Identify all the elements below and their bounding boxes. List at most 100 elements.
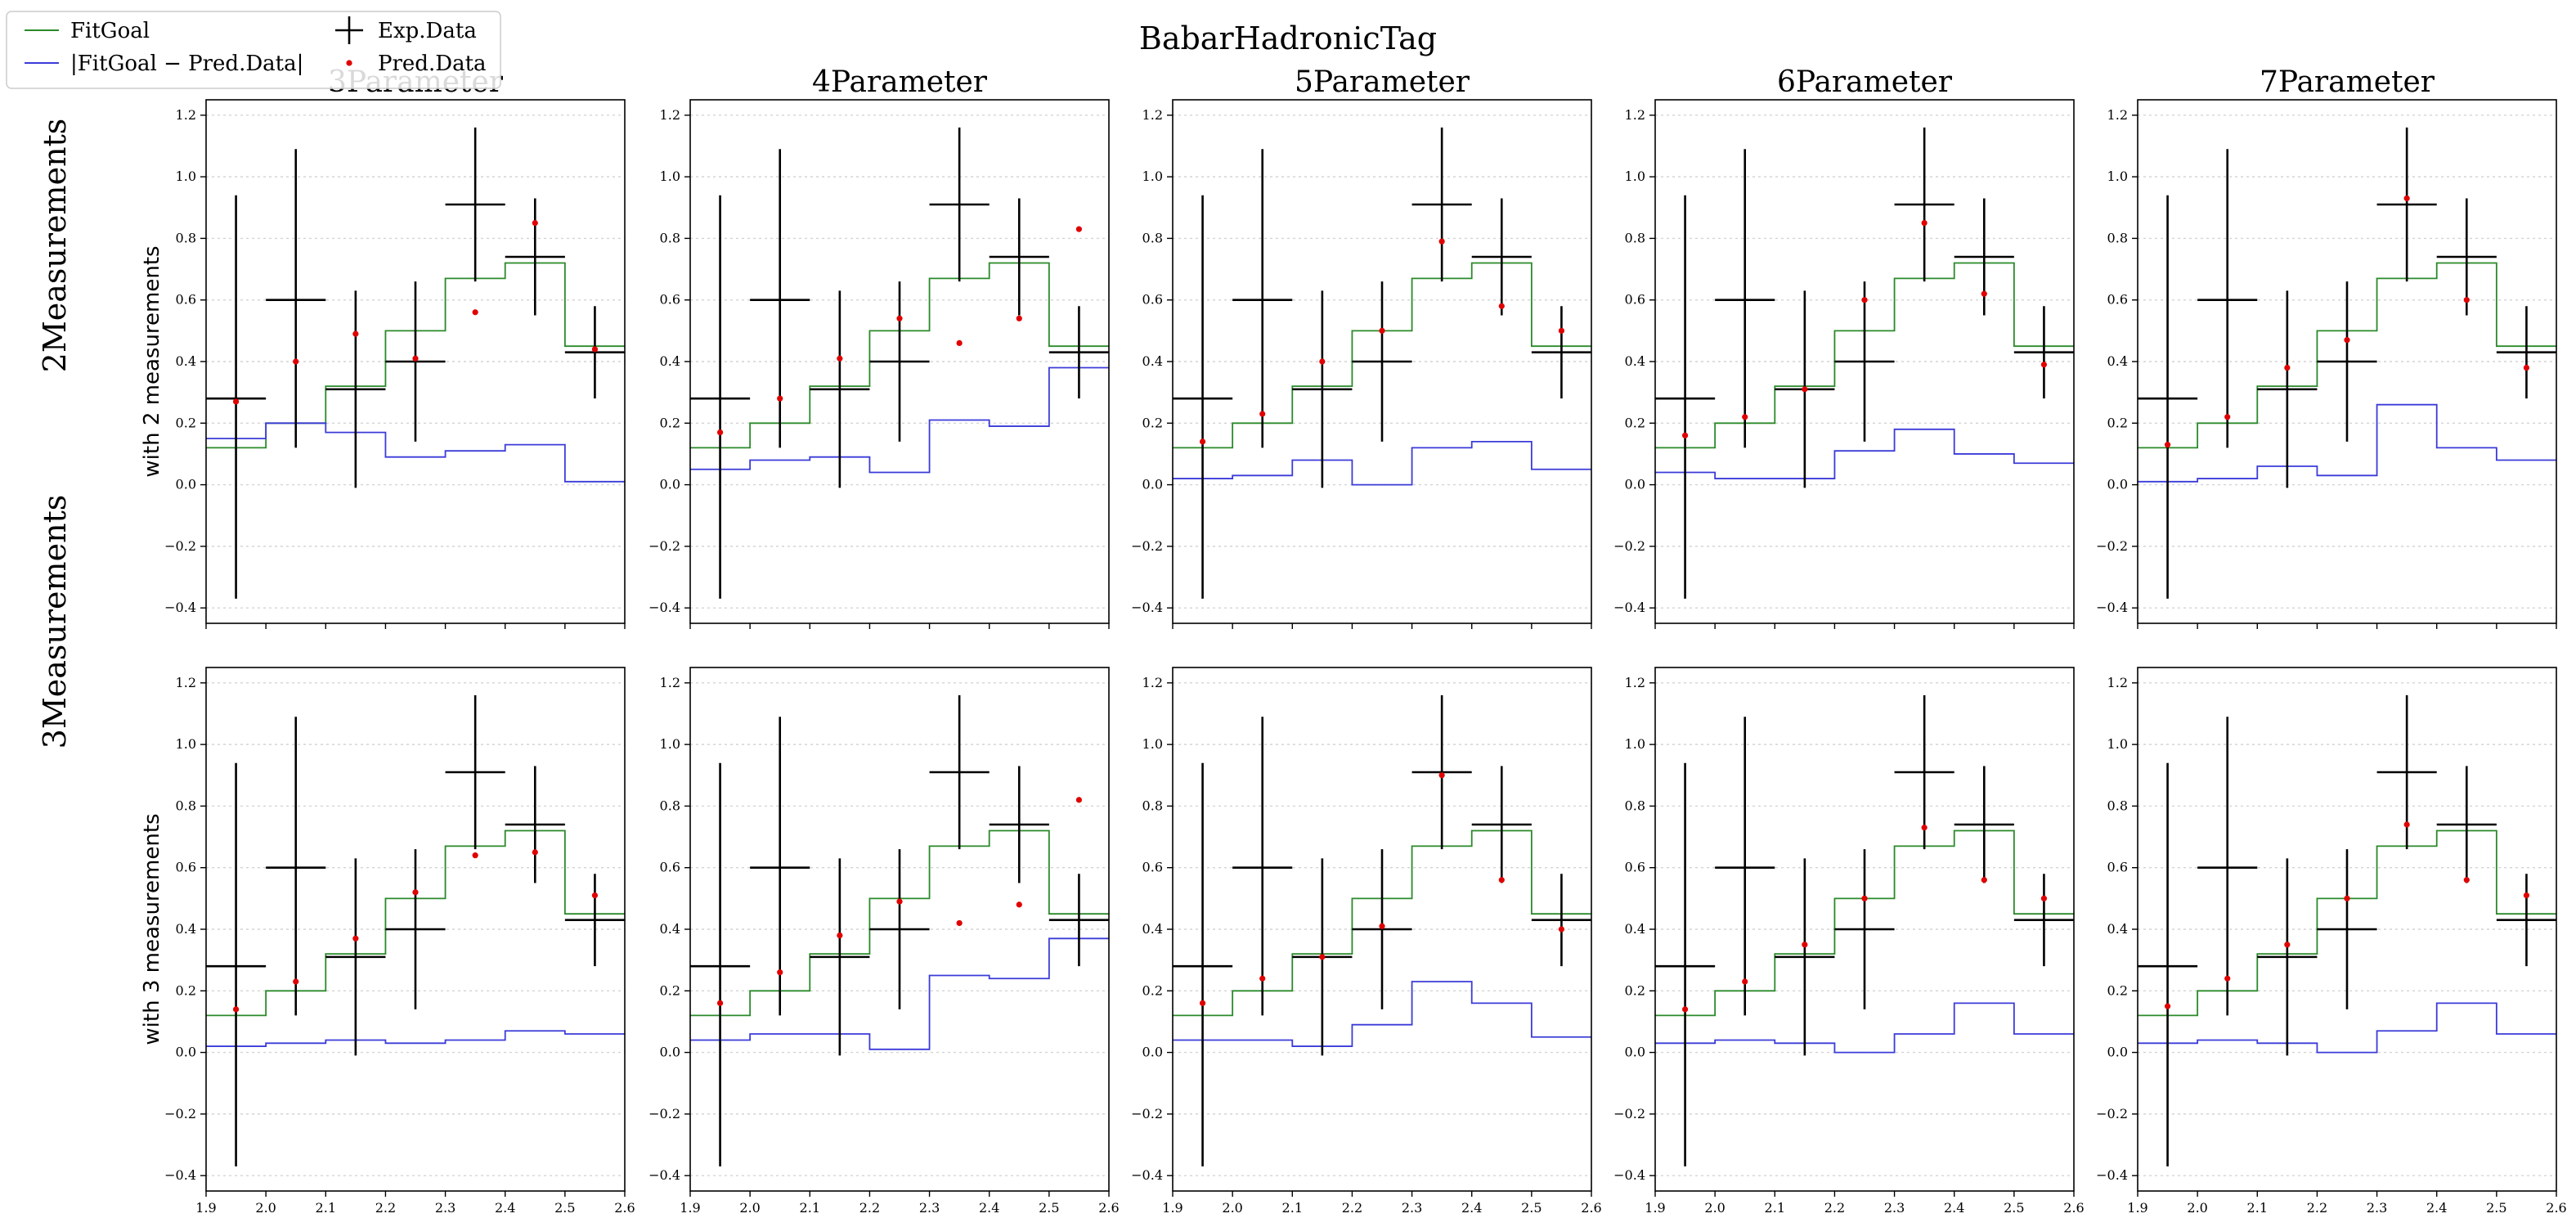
pred-data-point [1379, 327, 1385, 334]
panel-r0-c2: −0.4 −0.2 0.0 0.2 0.4 0.6 0.8 1.0 1.2 [1131, 99, 1592, 629]
pred-data-point [2344, 337, 2350, 344]
x-tick-label: 2.3 [435, 1200, 456, 1216]
y-tick-label: 1.0 [176, 736, 196, 752]
pred-data-point [716, 429, 724, 436]
y-tick-label: 0.6 [176, 292, 196, 308]
x-tick-label: 2.5 [554, 1200, 575, 1216]
pred-data-point [2284, 942, 2291, 948]
x-tick-label: 2.1 [2247, 1200, 2268, 1216]
x-tick-label: 2.1 [1765, 1200, 1785, 1216]
column-titles: 3Parameter4Parameter5Parameter6Parameter… [328, 65, 2435, 99]
pred-data-point [777, 969, 783, 976]
pred-data-point [2523, 892, 2530, 899]
legend-swatch-marker [346, 60, 352, 66]
pred-data-point [232, 398, 240, 405]
y-tick-label: 0.2 [176, 982, 196, 998]
absdiff-step-line [1655, 1002, 2074, 1054]
row-label: 3Measurements [37, 495, 73, 749]
pred-data-point [1861, 895, 1868, 901]
pred-data-point [2164, 1003, 2171, 1009]
x-tick-label: 1.9 [1162, 1200, 1183, 1216]
pred-data-point [1921, 825, 1928, 831]
y-tick-label: 0.4 [2107, 921, 2128, 937]
y-tick-label: 0.0 [660, 477, 680, 492]
pred-data-point [1742, 414, 1748, 420]
panel-r1-c0: −0.4 −0.2 0.0 0.2 0.4 0.6 0.8 1.0 1.2 1.9 2.0 2.1 2.… [140, 667, 635, 1216]
x-tick-label: 2.4 [2426, 1200, 2447, 1216]
x-tick-label: 2.6 [2063, 1200, 2084, 1216]
y-tick-label: 0.2 [2107, 982, 2128, 998]
column-title: 7Parameter [2260, 65, 2435, 99]
y-tick-label: 0.8 [2107, 798, 2128, 813]
panel-r0-c1: −0.4 −0.2 0.0 0.2 0.4 0.6 0.8 1.0 1.2 [648, 99, 1110, 629]
x-tick-label: 2.0 [2187, 1200, 2207, 1216]
absdiff-step-line [1173, 440, 1591, 486]
pred-data-point [591, 892, 599, 899]
x-tick-label: 2.4 [1944, 1200, 1964, 1216]
x-tick-label: 2.1 [1282, 1200, 1303, 1216]
y-tick-label: 1.0 [660, 736, 680, 752]
y-tick-label: −0.2 [648, 538, 680, 554]
pred-data-point [2523, 364, 2530, 371]
pred-data-point [1199, 438, 1206, 445]
y-tick-label: 0.0 [176, 477, 196, 492]
y-tick-label: 0.0 [1625, 1045, 1645, 1060]
y-tick-label: 0.8 [176, 230, 196, 245]
column-title: 6Parameter [1777, 65, 1953, 99]
y-tick-label: −0.2 [1613, 538, 1645, 554]
y-tick-label: 0.0 [1142, 1045, 1163, 1060]
pred-data-point [2403, 821, 2410, 828]
y-tick-label: 0.0 [2107, 477, 2128, 492]
x-tick-label: 2.5 [1521, 1200, 1542, 1216]
y-tick-label: 0.4 [2107, 353, 2128, 369]
axes-frame [1654, 99, 2075, 624]
legend-label: |FitGoal − Pred.Data| [70, 52, 303, 76]
panel-r1-c1: −0.4 −0.2 0.0 0.2 0.4 0.6 0.8 1.0 1.2 1.9 2.0 2.1 2.… [648, 667, 1120, 1216]
y-tick-label: 1.0 [176, 169, 196, 184]
legend-label: Exp.Data [378, 19, 477, 43]
pred-data-point [837, 932, 843, 939]
axes-frame [2137, 99, 2557, 624]
y-tick-label: −0.4 [1613, 600, 1645, 615]
y-tick-label: 0.6 [1625, 860, 1645, 875]
y-tick-label: 0.6 [2107, 292, 2128, 308]
absdiff-step-line [206, 422, 625, 483]
x-tick-label: 2.0 [1704, 1200, 1725, 1216]
x-tick-label: 2.6 [2546, 1200, 2566, 1216]
x-tick-label: 2.0 [1222, 1200, 1242, 1216]
y-tick-label: −0.2 [1131, 538, 1163, 554]
absdiff-step-line [1655, 428, 2074, 479]
x-tick-label: 2.2 [859, 1200, 880, 1216]
y-tick-label: 0.2 [1625, 982, 1645, 998]
y-tick-label: −0.4 [1131, 600, 1163, 615]
x-tick-label: 2.2 [1342, 1200, 1362, 1216]
y-tick-label: 0.6 [2107, 860, 2128, 875]
y-tick-label: 0.0 [2107, 1045, 2128, 1060]
pred-data-point [1558, 926, 1565, 933]
y-tick-label: 0.8 [1142, 798, 1163, 813]
y-tick-label: 0.6 [176, 860, 196, 875]
legend: FitGoal |FitGoal − Pred.Data| Exp.Data Pred… [6, 11, 501, 89]
panel-r1-c3: −0.4 −0.2 0.0 0.2 0.4 0.6 0.8 1.0 1.2 1.9 2.0 2.1 2.… [1613, 667, 2085, 1216]
pred-data-point [2284, 364, 2291, 371]
y-tick-label: 1.0 [1142, 736, 1163, 752]
x-tick-label: 2.6 [1581, 1200, 1601, 1216]
pred-data-point [1921, 219, 1928, 227]
pred-data-point [1498, 877, 1505, 883]
pred-data-point [716, 1000, 724, 1006]
y-tick-label: −0.4 [2096, 600, 2128, 615]
pred-data-point [837, 355, 843, 362]
pred-data-point [1075, 226, 1083, 232]
figure-suptitle: BabarHadronicTag [1139, 20, 1437, 56]
subplot-grid: −0.4 −0.2 0.0 0.2 0.4 0.6 0.8 1.0 1.2 with 2 meas… [140, 99, 2567, 1216]
pred-data-point [1199, 1000, 1206, 1006]
y-tick-label: 0.2 [660, 415, 680, 430]
y-tick-label: 0.0 [176, 1045, 196, 1060]
x-tick-label: 2.5 [2004, 1200, 2024, 1216]
x-tick-label: 2.4 [495, 1200, 515, 1216]
legend-frame [6, 11, 501, 89]
y-tick-label: 0.8 [2107, 230, 2128, 245]
y-tick-label: 0.6 [1142, 860, 1163, 875]
y-tick-label: 1.2 [1625, 675, 1645, 690]
